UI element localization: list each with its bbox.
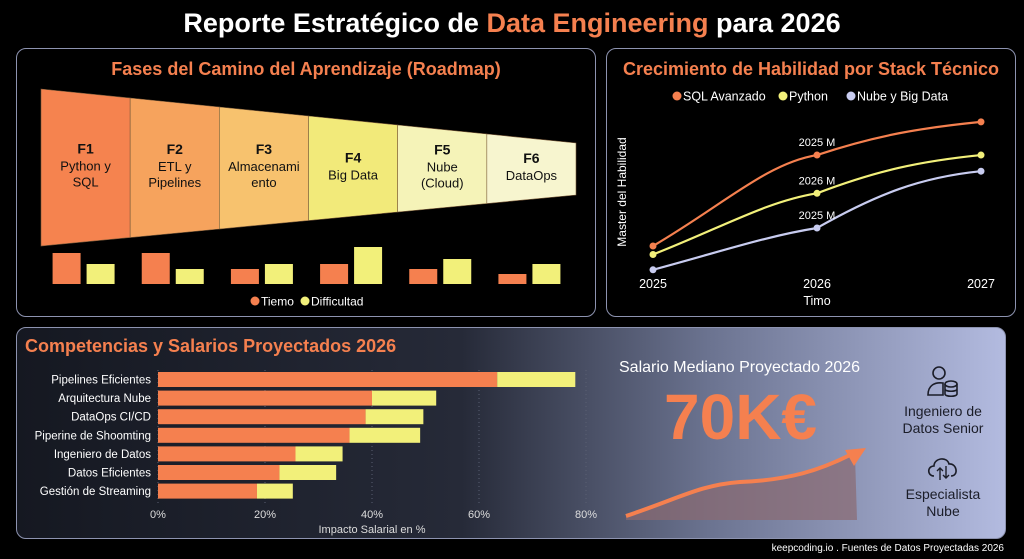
role-line1: Ingeniero de (904, 403, 982, 419)
role-line1: Especialista (905, 486, 981, 502)
salary-panel-title: Competencias y Salarios Proyectados 2026 (25, 336, 397, 356)
role-line2: Nube (926, 503, 960, 519)
role-senior-engineer: Ingeniero de Datos Senior (890, 365, 996, 437)
role-cloud-specialist: Especialista Nube (885, 452, 1001, 520)
roadmap-panel (16, 48, 596, 317)
page-title: Reporte Estratégico de Data Engineering … (183, 8, 841, 38)
salary-value: 70K€ (664, 381, 817, 453)
role-line2: Datos Senior (902, 420, 984, 436)
skill-growth-panel (606, 48, 1016, 317)
roadmap-title: Fases del Camino del Aprendizaje (Roadma… (111, 59, 501, 79)
cloud-transfer-icon (927, 458, 957, 480)
footer-source: keepcoding.io . Fuentes de Datos Proyect… (771, 543, 1004, 554)
user-database-icon (927, 366, 958, 398)
skill-growth-title: Crecimiento de Habilidad por Stack Técni… (622, 59, 1000, 79)
salary-label: Salario Mediano Proyectado 2026 (619, 359, 861, 376)
